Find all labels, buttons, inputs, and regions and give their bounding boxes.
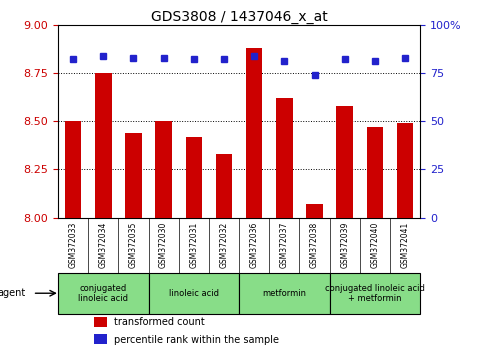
Bar [94, 317, 107, 327]
Text: GSM372041: GSM372041 [400, 222, 410, 268]
Text: GSM372040: GSM372040 [370, 222, 380, 268]
Bar [149, 273, 239, 314]
Text: linoleic acid: linoleic acid [169, 289, 219, 298]
Bar [276, 98, 293, 217]
Text: agent: agent [0, 288, 26, 298]
Text: conjugated
linoleic acid: conjugated linoleic acid [78, 284, 128, 303]
Text: metformin: metformin [262, 289, 306, 298]
Bar [337, 106, 353, 217]
Text: GSM372034: GSM372034 [99, 222, 108, 268]
Bar [58, 273, 149, 314]
Bar [216, 154, 232, 217]
Bar [95, 73, 112, 217]
Bar [65, 121, 81, 217]
Bar [246, 48, 262, 217]
Text: percentile rank within the sample: percentile rank within the sample [114, 335, 279, 345]
Bar [125, 133, 142, 217]
Bar [156, 121, 172, 217]
Text: GSM372037: GSM372037 [280, 222, 289, 268]
Bar [94, 335, 107, 344]
Text: transformed count: transformed count [114, 318, 205, 327]
Text: GSM372032: GSM372032 [219, 222, 228, 268]
Bar [306, 204, 323, 217]
Text: GSM372038: GSM372038 [310, 222, 319, 268]
Text: GSM372031: GSM372031 [189, 222, 199, 268]
Text: GSM372039: GSM372039 [340, 222, 349, 268]
Text: GSM372035: GSM372035 [129, 222, 138, 268]
Title: GDS3808 / 1437046_x_at: GDS3808 / 1437046_x_at [151, 10, 327, 24]
Text: conjugated linoleic acid
+ metformin: conjugated linoleic acid + metformin [325, 284, 425, 303]
Bar [185, 137, 202, 217]
Bar [367, 127, 383, 217]
Bar [397, 123, 413, 217]
Text: GSM372033: GSM372033 [69, 222, 78, 268]
Text: GSM372030: GSM372030 [159, 222, 168, 268]
Bar [330, 273, 420, 314]
Text: GSM372036: GSM372036 [250, 222, 259, 268]
Bar [239, 273, 330, 314]
